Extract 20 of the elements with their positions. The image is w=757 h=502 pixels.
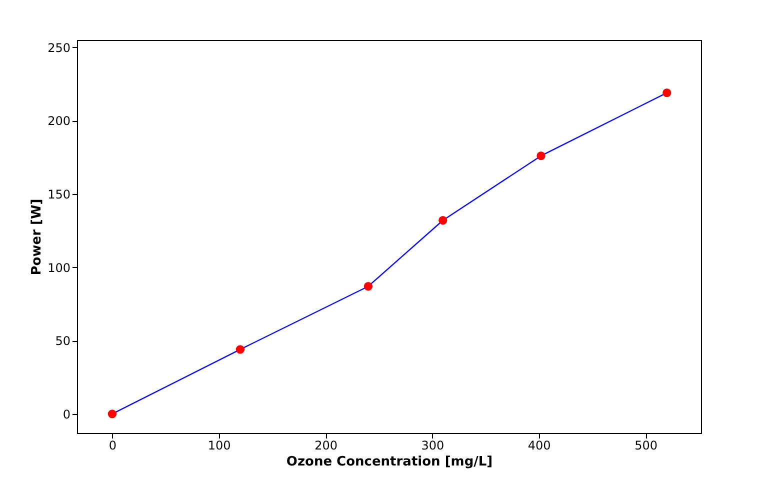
x-tick-label: 200 <box>314 438 338 452</box>
point <box>662 88 672 98</box>
y-tick-label: 100 <box>48 260 70 275</box>
x-tick-label: 0 <box>108 438 117 452</box>
point <box>108 410 117 418</box>
y-tick-label: 0 <box>62 407 70 422</box>
y-tick-label: 250 <box>48 40 70 55</box>
point <box>364 282 373 291</box>
x-axis-title: Ozone Concentration [mg/L] <box>286 454 493 470</box>
x-tick-label: 400 <box>528 438 551 452</box>
point <box>536 152 546 160</box>
x-tick-label: 500 <box>634 438 658 452</box>
point <box>438 216 448 225</box>
y-tick-label: 150 <box>48 187 70 202</box>
y-axis-title: Power [W] <box>30 198 45 276</box>
x-tick-label: 100 <box>208 438 231 452</box>
point <box>236 345 245 354</box>
y-tick-label: 50 <box>55 334 70 348</box>
x-tick-label: 300 <box>421 438 444 452</box>
y-tick-label: 200 <box>48 114 70 128</box>
